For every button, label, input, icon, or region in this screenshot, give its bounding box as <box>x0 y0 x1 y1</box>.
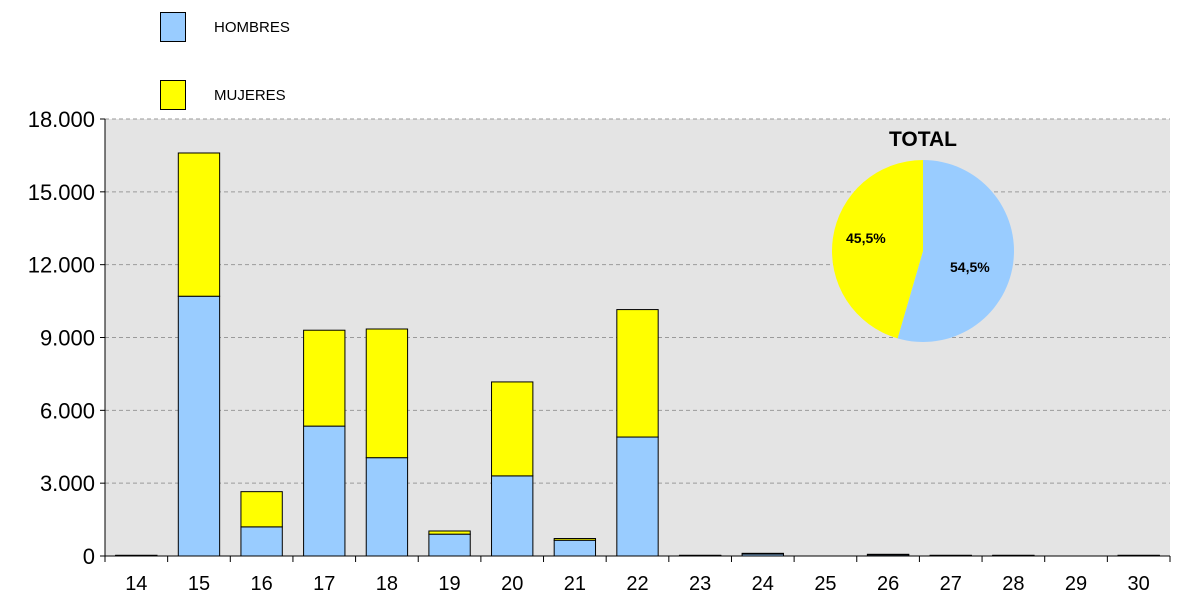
bar-men <box>428 533 471 557</box>
bar-women <box>365 328 409 459</box>
x-tick-label: 29 <box>1065 573 1087 595</box>
bar-men <box>240 526 283 557</box>
x-tick-label: 26 <box>877 573 899 595</box>
bar-women <box>428 530 471 535</box>
pie-label-men: 54,5% <box>950 259 990 275</box>
pie-title: TOTAL <box>888 128 958 151</box>
x-tick-label: 20 <box>501 573 523 595</box>
y-tick-label: 3.000 <box>40 471 95 496</box>
bar-women <box>177 152 221 297</box>
bar-women <box>240 491 283 528</box>
bar-women <box>303 329 346 427</box>
bar-men <box>553 539 597 557</box>
pie-label-women: 45,5% <box>846 230 886 246</box>
x-tick-label: 14 <box>125 573 147 595</box>
bar-women <box>741 552 784 555</box>
legend-swatch-men <box>160 12 186 42</box>
legend-label-men: HOMBRES <box>214 18 290 36</box>
legend-swatch-women <box>160 80 186 110</box>
x-tick-label: 28 <box>1002 573 1024 595</box>
bar-women <box>491 381 534 477</box>
x-tick-label: 24 <box>752 573 774 595</box>
legend-item-women: MUJERES <box>160 66 290 124</box>
pie-slice-men <box>897 160 1015 342</box>
x-tick-label: 27 <box>940 573 962 595</box>
y-tick-label: 9.000 <box>40 326 95 351</box>
y-tick-label: 18.000 <box>28 107 95 132</box>
y-tick-label: 12.000 <box>28 253 95 278</box>
x-tick-label: 17 <box>313 573 335 595</box>
x-tick-label: 30 <box>1128 573 1150 595</box>
x-tick-label: 16 <box>250 573 272 595</box>
bar-women <box>553 538 597 541</box>
y-tick-label: 0 <box>83 544 95 569</box>
y-tick-label: 15.000 <box>28 180 95 205</box>
bar-women <box>616 309 659 438</box>
x-tick-label: 21 <box>564 573 586 595</box>
bar-men <box>365 457 409 557</box>
bar-men <box>491 475 534 557</box>
y-tick-label: 6.000 <box>40 398 95 423</box>
x-tick-label: 19 <box>438 573 460 595</box>
x-tick-label: 22 <box>626 573 648 595</box>
legend-item-men: HOMBRES <box>160 12 290 42</box>
bar-men <box>616 436 659 557</box>
pie-slice-women <box>832 160 923 339</box>
x-tick-label: 15 <box>188 573 210 595</box>
bar-men <box>303 425 346 557</box>
x-tick-label: 25 <box>814 573 836 595</box>
x-tick-label: 18 <box>376 573 398 595</box>
legend: HOMBRES MUJERES <box>160 12 290 124</box>
legend-label-women: MUJERES <box>214 86 286 104</box>
x-tick-label: 23 <box>689 573 711 595</box>
bar-men <box>177 295 221 557</box>
